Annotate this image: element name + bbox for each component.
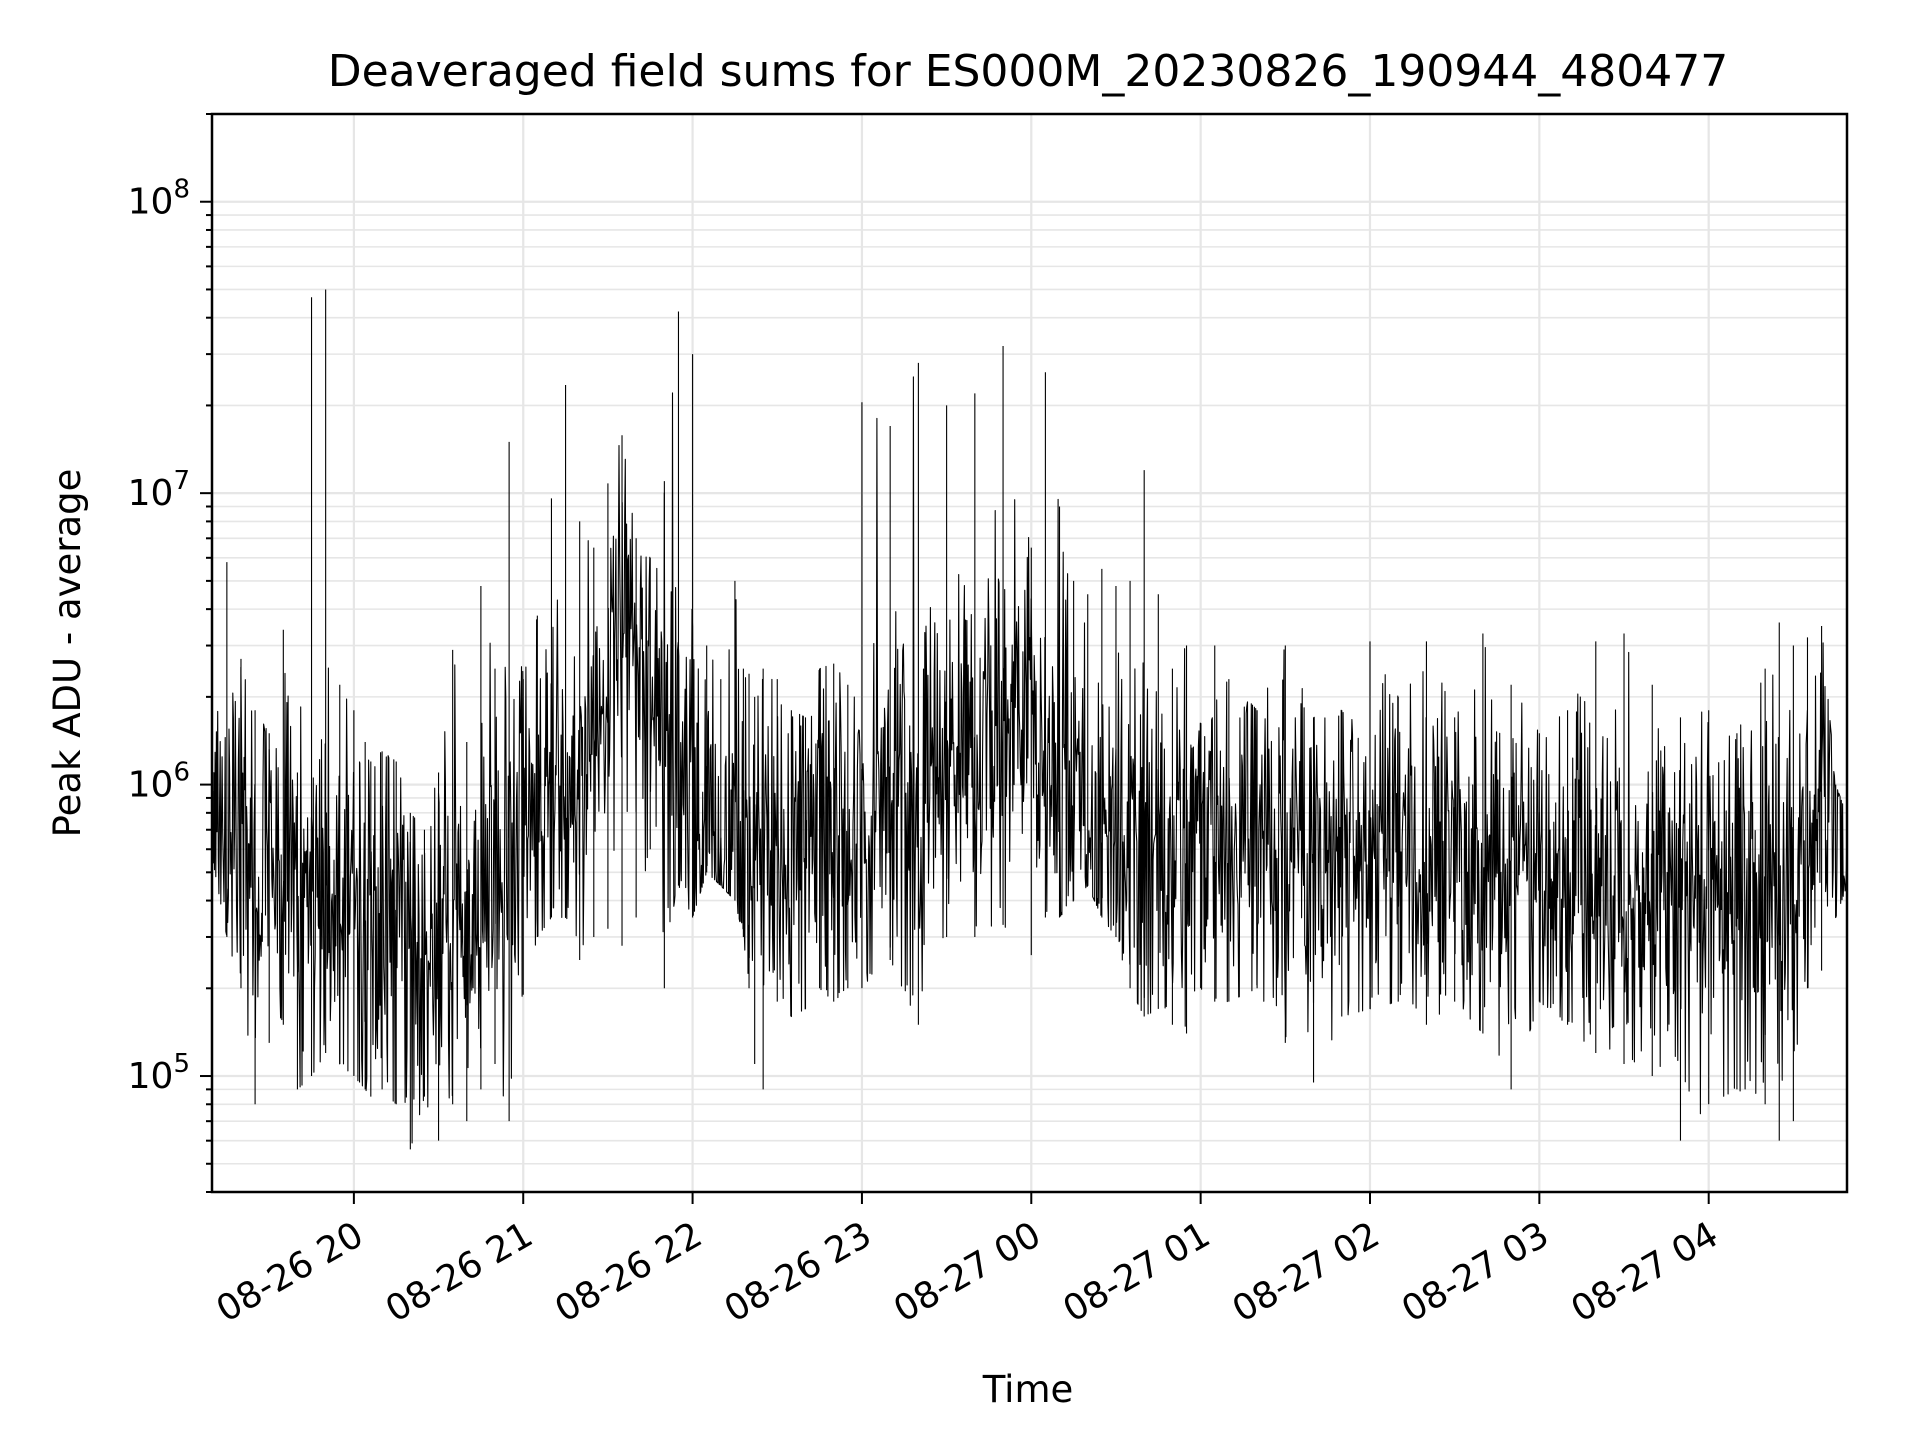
y-tick-label: 107 [128, 466, 190, 514]
series-line [211, 376, 1848, 1144]
chart-title: Deaveraged field sums for ES000M_2023082… [328, 46, 1729, 97]
y-tick-label: 106 [128, 758, 190, 806]
plot-area [210, 112, 1849, 1194]
y-axis: 105 106 107 108 [128, 113, 212, 1193]
plot-frame [210, 112, 1849, 1194]
y-tick-label: 108 [128, 175, 190, 223]
x-axis-label: Time [982, 1368, 1074, 1411]
y-axis-label: Peak ADU - average [46, 469, 89, 838]
data-line [211, 289, 1848, 1150]
y-tick-label: 105 [128, 1049, 190, 1097]
